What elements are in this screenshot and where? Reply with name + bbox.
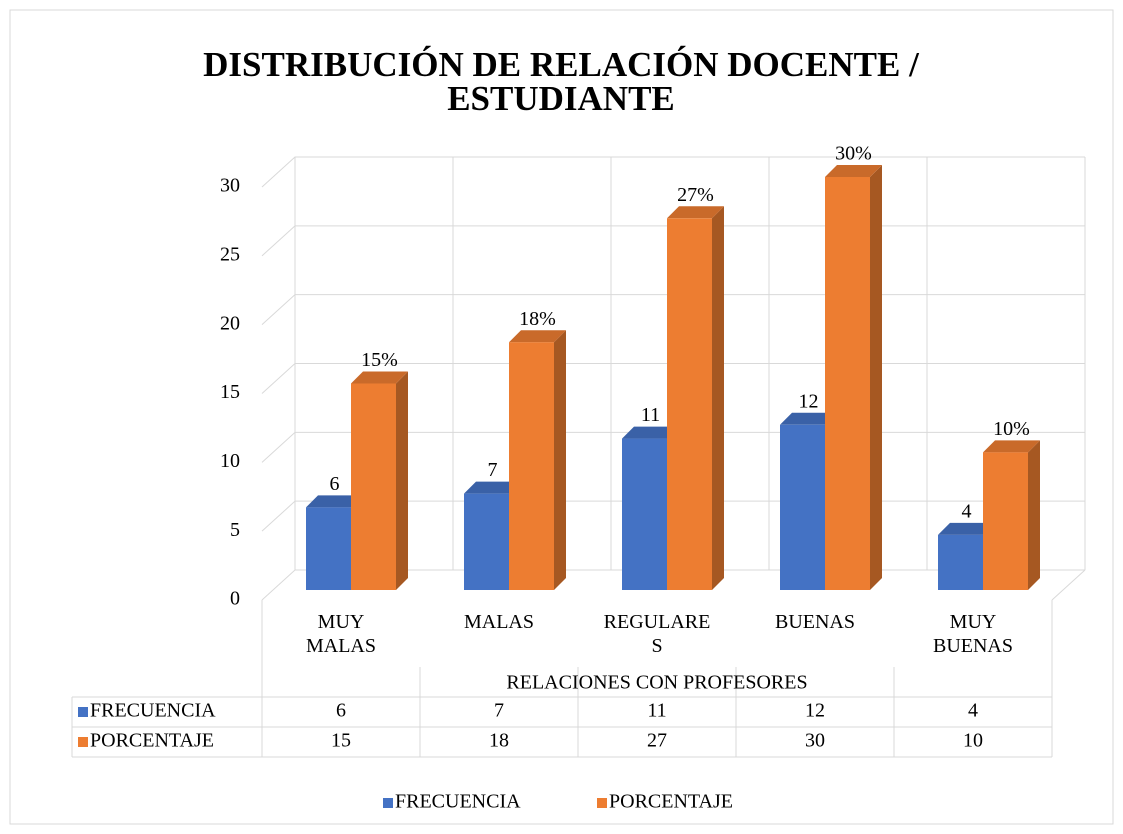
legend-label: FRECUENCIA bbox=[395, 791, 521, 813]
x-tick-label: REGULARES bbox=[603, 611, 711, 657]
table-cell: 18 bbox=[489, 730, 509, 752]
grid-line bbox=[261, 294, 1085, 326]
y-tick-label: 0 bbox=[230, 588, 240, 610]
legend-label: PORCENTAJE bbox=[609, 791, 733, 813]
grid-line bbox=[261, 225, 1085, 257]
y-tick-label: 10 bbox=[220, 450, 240, 472]
data-label: 6 bbox=[330, 473, 340, 495]
chart-title: DISTRIBUCIÓN DE RELACIÓN DOCENTE / ESTUD… bbox=[203, 45, 919, 118]
bar-top bbox=[983, 440, 1040, 453]
data-label: 12 bbox=[799, 390, 819, 412]
data-label: 15% bbox=[361, 349, 398, 371]
bar-top bbox=[667, 206, 724, 219]
table-cell: 12 bbox=[805, 700, 825, 722]
bar-side bbox=[1028, 440, 1040, 590]
bar-top bbox=[780, 412, 837, 425]
table-cell: 6 bbox=[336, 700, 346, 722]
bar bbox=[667, 218, 712, 591]
bar bbox=[938, 534, 983, 590]
bar bbox=[351, 383, 396, 590]
data-label: 30% bbox=[835, 143, 872, 165]
bar bbox=[983, 452, 1028, 590]
bar-top bbox=[622, 426, 679, 439]
table-legend-key bbox=[78, 737, 88, 747]
table-cell: 30 bbox=[805, 730, 825, 752]
bar bbox=[825, 177, 870, 590]
y-tick-label: 15 bbox=[220, 381, 240, 403]
legend-key bbox=[597, 798, 607, 808]
bar-top bbox=[825, 165, 882, 177]
x-tick-label: MUY BUENAS bbox=[932, 611, 1013, 657]
bar bbox=[780, 424, 825, 590]
table-row-label: PORCENTAJE bbox=[90, 730, 214, 752]
y-tick-label: 20 bbox=[220, 312, 240, 334]
floor-edge bbox=[1051, 569, 1086, 601]
y-tick-label: 25 bbox=[220, 243, 240, 265]
table-cell: 27 bbox=[647, 730, 667, 752]
bar bbox=[464, 493, 509, 590]
x-axis-title: RELACIONES CON PROFESORES bbox=[506, 672, 807, 694]
data-label: 10% bbox=[993, 418, 1030, 440]
y-tick-label: 30 bbox=[220, 175, 240, 197]
data-label: 27% bbox=[677, 184, 714, 206]
bar bbox=[509, 342, 554, 590]
table-cell: 7 bbox=[494, 700, 504, 722]
bar-top bbox=[306, 495, 363, 508]
table-row-label: FRECUENCIA bbox=[90, 700, 216, 722]
bar-top bbox=[938, 522, 995, 535]
data-label: 11 bbox=[641, 404, 660, 426]
bar bbox=[622, 438, 667, 590]
table-cell: 15 bbox=[331, 730, 351, 752]
bar-side bbox=[870, 165, 882, 590]
x-tick-label: BUENAS bbox=[774, 611, 855, 633]
bar-side bbox=[396, 371, 408, 590]
table-cell: 10 bbox=[963, 730, 983, 752]
y-tick-label: 5 bbox=[230, 519, 240, 541]
grid-line bbox=[261, 363, 1085, 394]
bar-top bbox=[464, 481, 521, 494]
bar bbox=[306, 507, 351, 590]
data-label: 18% bbox=[519, 308, 556, 330]
table-cell: 11 bbox=[647, 700, 666, 722]
bar-side bbox=[712, 206, 724, 591]
data-label: 7 bbox=[488, 459, 498, 481]
legend-key bbox=[383, 798, 393, 808]
bar-side bbox=[554, 330, 566, 590]
table-legend-key bbox=[78, 707, 88, 717]
grid-line bbox=[261, 156, 1085, 188]
x-tick-label: MUY MALAS bbox=[305, 611, 376, 657]
bar-top bbox=[351, 371, 408, 384]
data-label: 4 bbox=[962, 501, 972, 523]
table-cell: 4 bbox=[968, 700, 978, 722]
x-tick-label: MALAS bbox=[463, 611, 534, 633]
bar-top bbox=[509, 330, 566, 343]
